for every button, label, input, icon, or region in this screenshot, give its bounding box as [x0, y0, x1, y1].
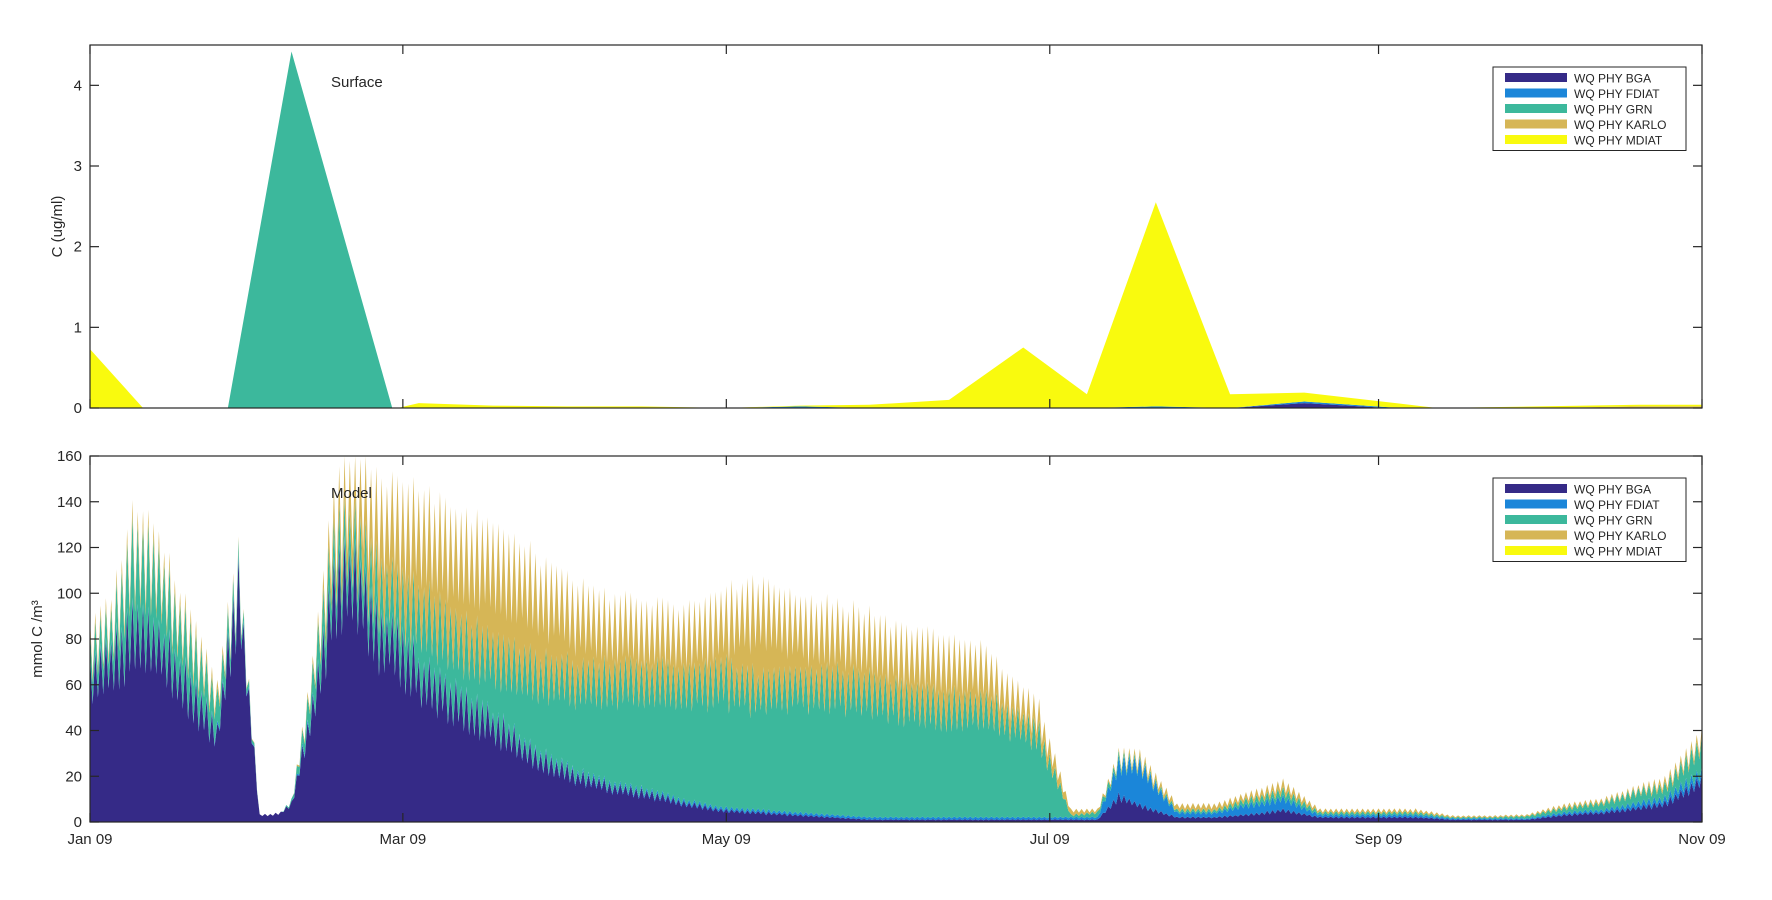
surface-series-wq-phy-fdiat	[90, 401, 1702, 408]
model-panel: 0 20 40 60 80 100 120 140 160 Jan 09 Mar 09 May 09 J…	[29, 448, 1726, 848]
x-tick-label: Jul 09	[1030, 831, 1070, 848]
surface-plot-frame	[89, 44, 1703, 409]
legend-swatch	[1505, 88, 1567, 98]
model-axes-ticks: 0 20 40 60 80 100 120 140 160 Jan 09 Mar 09 May 09 J…	[57, 448, 1726, 848]
surface-y-axis-label: C (ug/ml)	[49, 196, 66, 258]
legend-entry-label: WQ PHY KARLO	[1574, 529, 1666, 543]
surface-series-wq-phy-grn	[90, 51, 1702, 408]
model-series-wq-phy-karlo	[90, 456, 1702, 819]
legend-swatch	[1505, 135, 1567, 144]
model-area-layers	[90, 456, 1702, 822]
y-tick-label: 140	[57, 494, 82, 511]
legend-entry-label: WQ PHY KARLO	[1574, 118, 1666, 132]
legend-entry-label: WQ PHY GRN	[1574, 103, 1652, 117]
x-tick-label: Jan 09	[67, 831, 112, 848]
y-tick-label: 160	[57, 448, 82, 465]
legend-swatch	[1505, 73, 1567, 82]
x-tick-label: Mar 09	[380, 831, 427, 848]
x-tick-label: Nov 09	[1678, 831, 1726, 848]
y-tick-label: 0	[74, 814, 82, 831]
model-chart-title: Model	[331, 485, 372, 502]
y-tick-label: 1	[74, 319, 82, 336]
surface-series-wq-phy-bga	[90, 403, 1702, 408]
model-series-wq-phy-grn	[90, 495, 1702, 820]
legend-entry-label: WQ PHY MDIAT	[1574, 545, 1663, 559]
legend-entry-label: WQ PHY BGA	[1574, 483, 1651, 497]
legend-entry-label: WQ PHY MDIAT	[1574, 134, 1663, 148]
model-y-axis-label: mmol C /m³	[29, 600, 46, 678]
x-tick-label: Sep 09	[1355, 831, 1403, 848]
legend-entry-label: WQ PHY FDIAT	[1574, 87, 1660, 101]
y-tick-label: 80	[65, 631, 82, 648]
legend-swatch	[1505, 530, 1567, 540]
legend-entry-label: WQ PHY GRN	[1574, 514, 1652, 528]
legend-swatch	[1505, 546, 1567, 555]
surface-area-layers	[90, 51, 1702, 408]
legend-entry-label: WQ PHY FDIAT	[1574, 498, 1660, 512]
legend-swatch	[1505, 515, 1567, 524]
y-tick-label: 120	[57, 540, 82, 557]
y-tick-label: 4	[74, 77, 82, 94]
legend-swatch	[1505, 104, 1567, 113]
y-tick-label: 0	[74, 400, 82, 417]
legend-swatch	[1505, 499, 1567, 509]
y-tick-label: 2	[74, 239, 82, 256]
surface-chart-title: Surface	[331, 74, 383, 91]
y-tick-label: 20	[65, 768, 82, 785]
model-series-wq-phy-bga	[90, 537, 1702, 822]
y-tick-label: 100	[57, 585, 82, 602]
x-tick-label: May 09	[702, 831, 751, 848]
legend-entry-label: WQ PHY BGA	[1574, 72, 1651, 86]
legend-swatch	[1505, 484, 1567, 493]
y-tick-label: 60	[65, 677, 82, 694]
legend-swatch	[1505, 119, 1567, 129]
y-tick-label: 3	[74, 158, 82, 175]
y-tick-label: 40	[65, 723, 82, 740]
surface-axes-ticks: 0 1 2 3 4	[74, 45, 1703, 417]
